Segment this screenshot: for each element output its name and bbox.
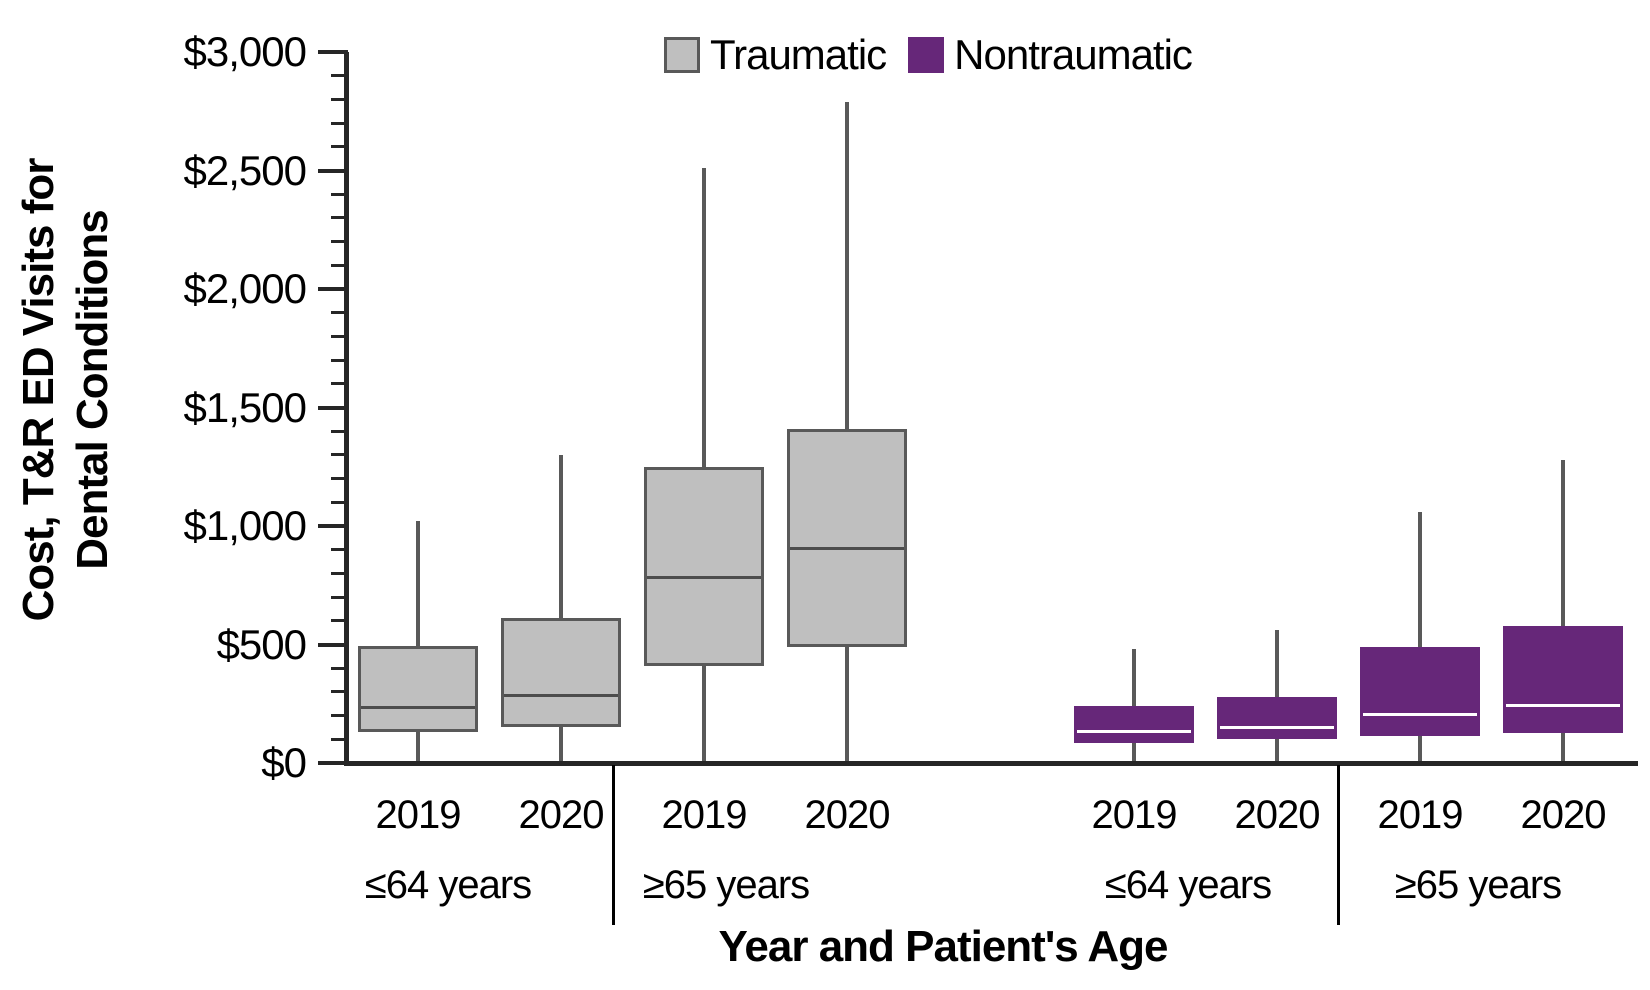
x-tick-year-label: 2019	[661, 793, 748, 837]
box-whisker	[1561, 459, 1565, 761]
legend: Traumatic Nontraumatic	[664, 31, 1193, 78]
y-tick-major	[318, 50, 348, 54]
age-group-label: ≥65 years	[642, 863, 810, 907]
y-tick-minor	[331, 714, 348, 718]
y-tick-major	[318, 642, 348, 647]
y-tick-label: $2,000	[183, 265, 307, 312]
median-line	[1220, 726, 1334, 730]
y-tick-major	[318, 405, 348, 410]
box-whisker	[702, 168, 706, 761]
x-tick-year-label: 2019	[1377, 793, 1464, 837]
boxplot-box	[501, 618, 621, 728]
box-whisker	[416, 521, 420, 761]
median-line	[647, 575, 761, 579]
y-tick-minor	[331, 74, 348, 78]
y-tick-label: $500	[216, 620, 307, 668]
y-tick-minor	[331, 240, 348, 244]
boxplot-box	[1217, 696, 1337, 740]
y-tick-major	[318, 287, 348, 291]
legend-item-nontraumatic: Nontraumatic	[908, 31, 1193, 78]
y-tick-minor	[331, 690, 348, 694]
y-tick-minor	[331, 216, 348, 220]
boxplot-box	[1360, 646, 1480, 736]
x-tick-year-label: 2019	[1091, 793, 1178, 837]
y-tick-minor	[331, 619, 348, 623]
y-tick-label: $2,500	[183, 146, 307, 194]
median-line	[1077, 729, 1191, 733]
y-tick-minor	[331, 263, 348, 267]
y-tick-minor	[331, 121, 348, 125]
y-tick-minor	[331, 311, 348, 315]
x-tick-year-label: 2020	[1520, 793, 1607, 837]
y-tick-minor	[331, 429, 348, 433]
median-line	[790, 547, 904, 551]
median-line	[361, 706, 475, 710]
y-tick-minor	[331, 500, 348, 504]
boxplot-box	[1074, 706, 1194, 743]
y-tick-major	[318, 168, 348, 173]
boxplot-box	[358, 645, 478, 733]
y-tick-minor	[331, 477, 348, 481]
y-tick-minor	[331, 334, 348, 338]
traumatic-swatch-icon	[664, 37, 700, 73]
x-axis-title: Year and Patient's Age	[718, 922, 1168, 971]
median-line	[1363, 713, 1477, 717]
y-tick-minor	[331, 358, 348, 362]
boxplot-box	[787, 428, 907, 647]
y-tick-minor	[331, 595, 348, 599]
legend-label-traumatic: Traumatic	[710, 31, 887, 78]
x-tick-year-label: 2019	[375, 793, 462, 837]
box-whisker	[1418, 511, 1422, 761]
y-tick-minor	[331, 737, 348, 741]
median-line	[1506, 703, 1620, 707]
y-tick-minor	[331, 548, 348, 552]
y-tick-minor	[331, 571, 348, 575]
x-tick-year-label: 2020	[804, 793, 891, 837]
group-separator	[612, 765, 615, 925]
box-whisker	[1275, 630, 1279, 761]
y-tick-label: $0	[261, 739, 307, 786]
y-tick-major	[318, 761, 348, 765]
age-group-label: ≤64 years	[364, 863, 532, 907]
y-tick-minor	[331, 145, 348, 149]
boxplot-box	[1503, 625, 1623, 734]
y-tick-minor	[331, 97, 348, 101]
legend-label-nontraumatic: Nontraumatic	[954, 31, 1193, 78]
group-separator	[1337, 765, 1340, 925]
median-line	[504, 694, 618, 698]
y-tick-minor	[331, 192, 348, 196]
boxplot-box	[644, 466, 764, 666]
box-whisker	[559, 454, 563, 761]
y-tick-major	[318, 524, 348, 528]
y-tick-minor	[331, 453, 348, 457]
age-group-label: ≥65 years	[1394, 863, 1562, 907]
x-axis-line	[344, 761, 1638, 766]
age-group-label: ≤64 years	[1104, 863, 1272, 907]
y-tick-label: $3,000	[183, 28, 307, 75]
nontraumatic-swatch-icon	[908, 37, 945, 73]
x-tick-year-label: 2020	[1234, 793, 1321, 837]
box-whisker	[1132, 649, 1136, 761]
x-tick-year-label: 2020	[518, 793, 605, 837]
legend-item-traumatic: Traumatic	[664, 31, 887, 78]
y-tick-minor	[331, 666, 348, 670]
y-tick-minor	[331, 382, 348, 386]
y-tick-label: $1,500	[183, 383, 307, 431]
y-tick-label: $1,000	[183, 502, 307, 549]
